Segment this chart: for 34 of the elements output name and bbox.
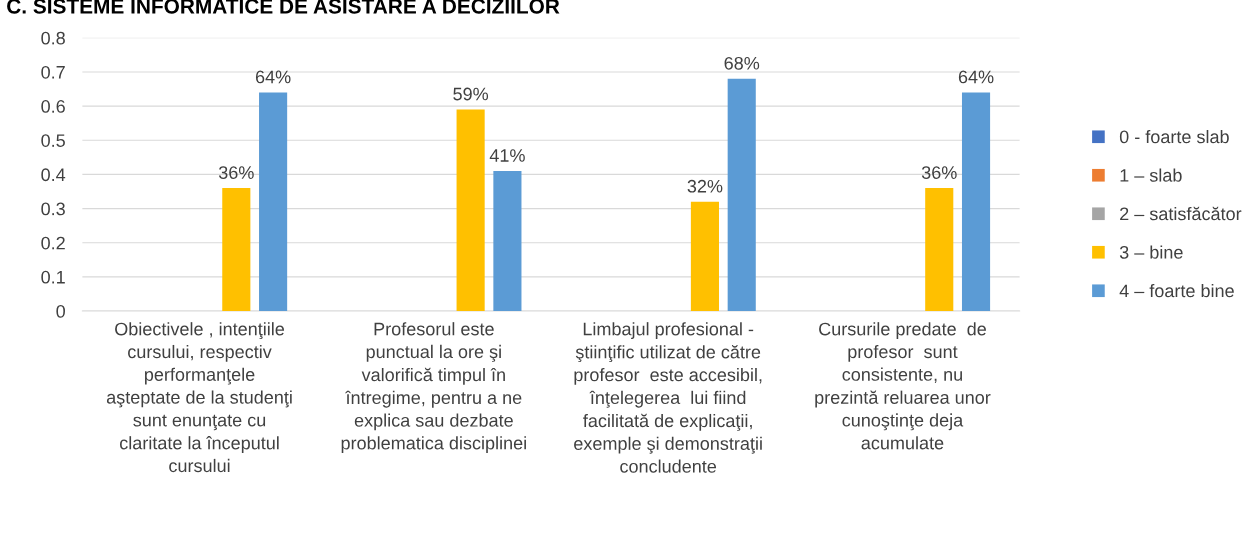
data-label: 64% <box>958 70 994 84</box>
data-label: 68% <box>724 56 760 70</box>
bar <box>925 188 954 312</box>
y-tick-label: 0.6 <box>41 100 65 113</box>
y-tick-label: 0.2 <box>41 236 65 250</box>
bar <box>456 109 485 312</box>
data-label: 64% <box>255 70 291 84</box>
bar <box>493 171 522 312</box>
legend-label: 3 – bine <box>1119 245 1183 259</box>
bar <box>690 201 719 312</box>
bar <box>727 78 756 312</box>
x-tick-label: Cursurile predate de profesor sunt consistente, nu prezintă reluarea unor cunoştinţe deja acumulate <box>815 322 991 450</box>
x-tick-label: Obiectivele , intenţiile cursului, respectiv performanţele aşteptate de la studenţi sunt enunţate cu claritate la începutul cursului <box>106 322 292 473</box>
y-tick-label: 0 <box>56 304 65 318</box>
legend-label: 2 – satisfăcător <box>1120 206 1242 221</box>
bar <box>222 188 251 312</box>
legend-label: 0 - foarte slab <box>1119 129 1229 144</box>
y-tick-label: 0.1 <box>41 270 65 284</box>
data-label: 32% <box>687 179 723 193</box>
x-tick-label: Profesorul este punctual la ore şi valorifică timpul în întregime, pentru a ne explica sau dezbate problematica disciplinei <box>341 322 526 454</box>
legend-label: 4 – foarte bine <box>1119 283 1234 298</box>
legend-label: 1 – slab <box>1120 168 1182 182</box>
bar <box>259 92 288 312</box>
data-label: 59% <box>453 87 489 101</box>
data-label: 36% <box>218 166 254 179</box>
y-tick-label: 0.8 <box>41 31 65 45</box>
bar <box>961 92 991 312</box>
y-tick-label: 0.5 <box>41 134 65 147</box>
data-label: 41% <box>489 149 525 162</box>
data-label: 36% <box>921 166 957 179</box>
x-tick-label: Limbajul profesional - ştiinţific utilizat de către profesor este accesibil, înţelegerea lui fiind facilitată de explicaţii, exemple şi demonstraţii concludente <box>574 322 762 473</box>
y-tick-label: 0.3 <box>41 202 65 216</box>
y-tick-label: 0.7 <box>41 65 65 79</box>
y-tick-label: 0.4 <box>41 168 66 182</box>
